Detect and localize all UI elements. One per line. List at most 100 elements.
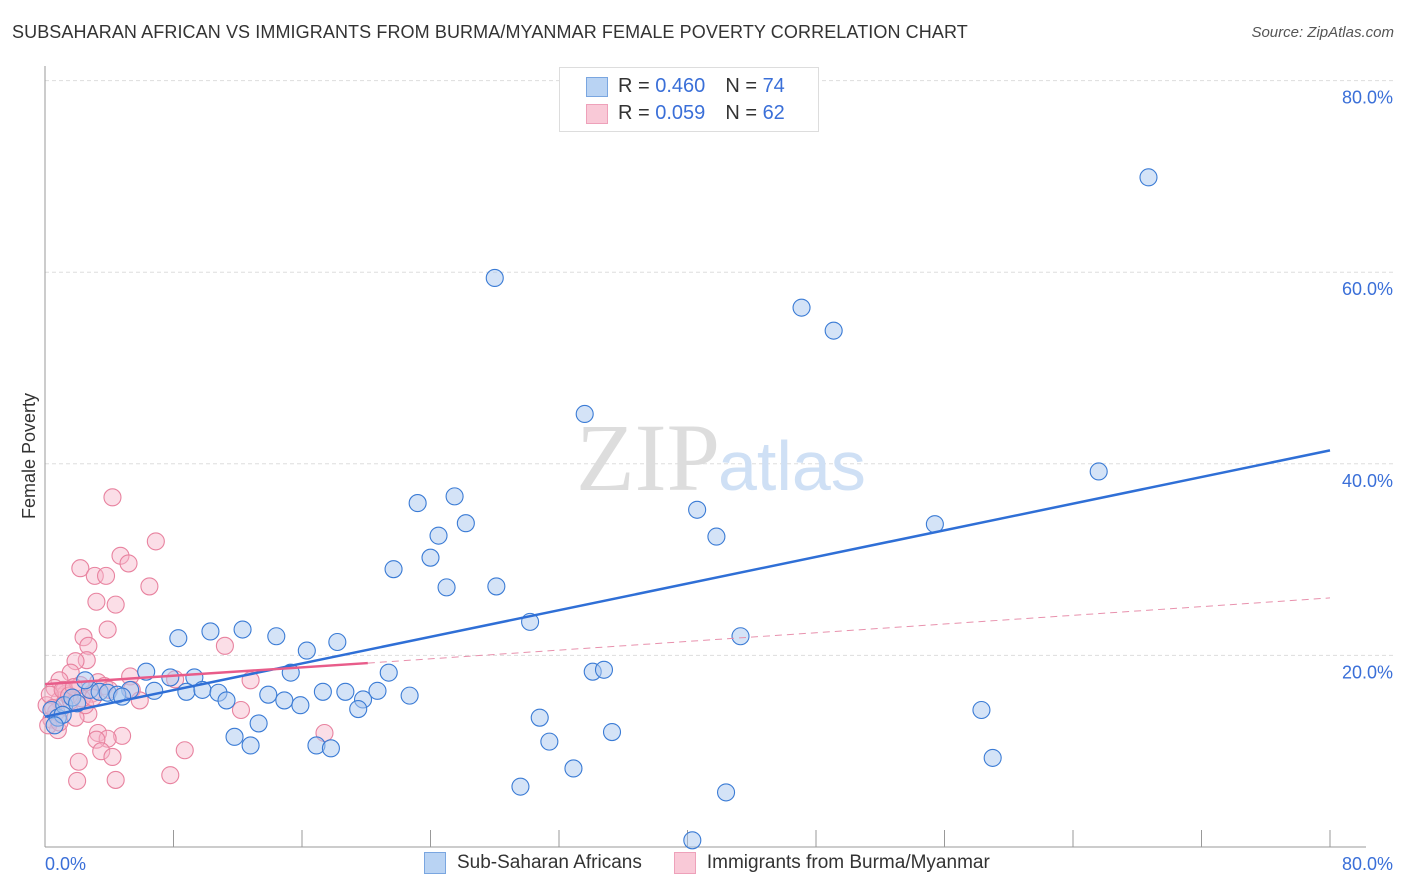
y-tick-label: 40.0% (1342, 471, 1393, 491)
pink-point (98, 620, 117, 639)
blue-point (824, 321, 843, 340)
blue-point (421, 548, 440, 567)
source-label: Source: ZipAtlas.com (1251, 24, 1394, 41)
pink-point (106, 770, 125, 789)
n-label: N = (725, 75, 757, 97)
chart-title: SUBSAHARAN AFRICAN VS IMMIGRANTS FROM BU… (12, 22, 968, 42)
blue-point (217, 691, 236, 710)
blue-point (259, 685, 278, 704)
legend-burma: Immigrants from Burma/Myanmar (706, 852, 990, 873)
blue-point (487, 577, 506, 596)
blue-point (485, 268, 504, 287)
blue-point (321, 739, 340, 758)
blue-point (169, 629, 188, 648)
blue-r-value: 0.460 (655, 75, 706, 97)
blue-point (1089, 462, 1108, 481)
pink-point (87, 592, 106, 611)
legend-row-pink: R = 0.059 N = 62 (586, 102, 785, 125)
blue-point (349, 699, 368, 719)
pink-point (96, 566, 116, 585)
blue-point (594, 660, 614, 679)
y-tick-label: 80.0% (1342, 88, 1393, 108)
legend-row-blue: R = 0.460 N = 74 (586, 75, 785, 98)
pink-point (113, 726, 132, 745)
blue-point (379, 663, 398, 682)
blue-point (983, 748, 1002, 767)
pink-r-value: 0.059 (655, 102, 706, 124)
correlation-legend: R = 0.460 N = 74 R = 0.059 N = 62 (559, 67, 819, 132)
blue-point (731, 627, 750, 646)
blue-point (328, 632, 347, 652)
pink-point (74, 628, 93, 647)
pink-point (175, 741, 194, 760)
pink-n-value: 62 (762, 102, 785, 124)
blue-point (564, 759, 583, 778)
blue-point (716, 783, 736, 802)
watermark-zip: ZIP (576, 404, 720, 511)
blue-point (267, 627, 286, 646)
pink-point (68, 771, 87, 790)
pink-point (88, 723, 108, 743)
pink-swatch-icon (586, 103, 608, 124)
pink-point (92, 742, 111, 761)
blue-point (792, 298, 811, 317)
x-tick-label-min: 0.0% (45, 854, 86, 874)
pink-point (79, 636, 98, 655)
blue-n-value: 74 (762, 75, 785, 97)
blue-point (972, 700, 991, 720)
blue-point (456, 514, 475, 533)
blue-point (225, 727, 244, 746)
blue-point (68, 694, 87, 713)
pink-point (71, 559, 90, 578)
blue-point (145, 681, 164, 700)
pink-point (69, 752, 88, 771)
pink-swatch-icon (673, 852, 696, 874)
y-axis-label: Female Poverty (19, 393, 39, 519)
pink-point (161, 766, 180, 785)
pink-point (103, 488, 122, 507)
blue-point (249, 714, 268, 733)
blue-point (291, 696, 310, 715)
blue-point (275, 691, 294, 710)
blue-point (688, 500, 707, 519)
watermark-atlas: atlas (718, 427, 866, 505)
blue-trend-line (44, 449, 1331, 718)
pink-point (231, 700, 251, 720)
blue-point (384, 560, 403, 579)
blue-point (683, 831, 702, 850)
pink-point (66, 652, 85, 671)
pink-point (103, 747, 122, 766)
blue-point (137, 662, 156, 681)
blue-point (602, 722, 622, 742)
pink-point (140, 577, 159, 596)
blue-point (575, 404, 594, 424)
pink-point (146, 532, 165, 551)
blue-point (540, 732, 559, 751)
series-legend: Sub-Saharan Africans Immigrants from Bur… (424, 852, 990, 874)
pink-point (215, 636, 234, 655)
blue-point (437, 578, 456, 597)
x-tick-label-max: 80.0% (1342, 854, 1393, 874)
blue-point (445, 487, 464, 506)
pink-trend-extension (367, 597, 1331, 664)
blue-swatch-icon (586, 76, 608, 97)
blue-point (201, 622, 220, 641)
blue-point (408, 494, 427, 513)
n-label: N = (725, 102, 757, 124)
blue-point (241, 736, 260, 755)
blue-swatch-icon (424, 852, 446, 874)
r-label: R = (618, 75, 650, 97)
blue-point (400, 686, 419, 705)
pink-point (87, 730, 106, 749)
blue-point (1139, 168, 1158, 187)
y-tick-label: 60.0% (1342, 279, 1393, 299)
blue-point (530, 708, 549, 727)
y-tick-label: 20.0% (1342, 662, 1393, 682)
blue-point (707, 527, 726, 546)
pink-point (119, 554, 138, 573)
blue-point (336, 682, 355, 701)
blue-point (368, 681, 387, 700)
blue-point (313, 682, 332, 701)
